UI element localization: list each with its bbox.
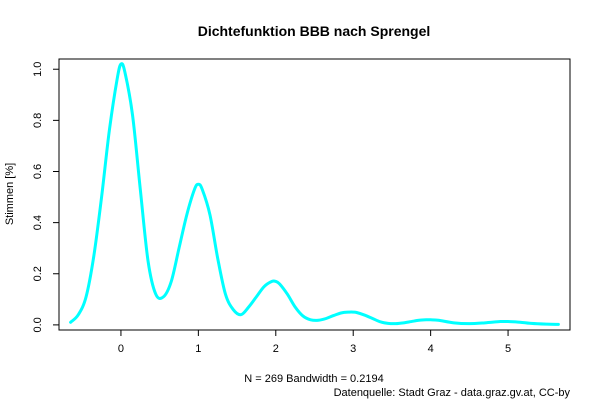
x-tick-label: 2 (273, 343, 279, 355)
x-tick-label: 0 (118, 343, 124, 355)
x-tick-label: 4 (428, 343, 434, 355)
y-tick-label: 0.4 (32, 215, 44, 230)
x-tick-label: 3 (350, 343, 356, 355)
chart-title: Dichtefunktion BBB nach Sprengel (198, 23, 431, 39)
series-layer (69, 62, 560, 326)
x-axis-label: N = 269 Bandwidth = 0.2194 (244, 373, 383, 385)
y-axis: 0.0 0.2 0.4 0.6 0.8 1.0 (32, 62, 60, 333)
y-tick-label: 0.2 (32, 266, 44, 281)
x-tick-label: 1 (195, 343, 201, 355)
source-note: Datenquelle: Stadt Graz - data.graz.gv.a… (334, 387, 571, 399)
y-tick-label: 0.6 (32, 164, 44, 179)
y-tick-label: 0.0 (32, 317, 44, 332)
y-tick-label: 0.8 (32, 113, 44, 128)
y-tick-label: 1.0 (32, 62, 44, 77)
y-axis-label: Stimmen [%] (4, 163, 16, 225)
plot-frame (58, 58, 571, 331)
x-axis: 0 1 2 3 4 5 (118, 329, 511, 355)
density-line (69, 62, 560, 326)
x-tick-label: 5 (505, 343, 511, 355)
